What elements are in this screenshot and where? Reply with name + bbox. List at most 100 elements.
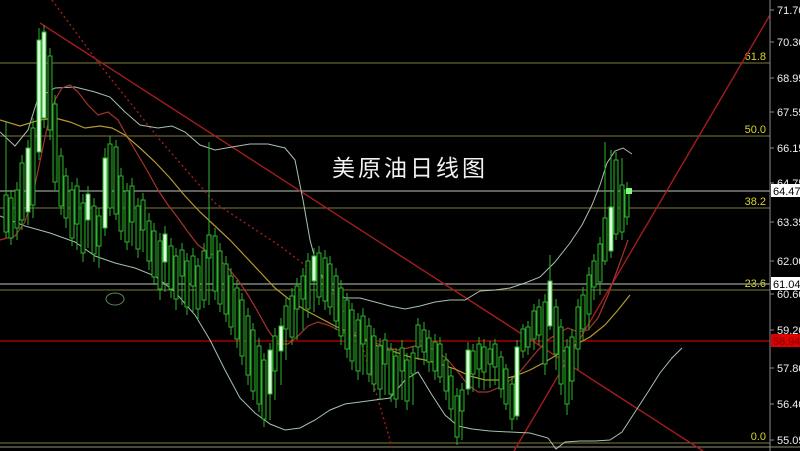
candle-body: [602, 217, 608, 262]
candle-body: [14, 189, 20, 229]
candle-body: [212, 235, 218, 292]
candle-body: [228, 275, 234, 328]
candle-body: [250, 329, 256, 392]
candle-body: [388, 349, 394, 395]
axis-tick-label: 68.95: [777, 73, 800, 85]
candle-body: [272, 335, 278, 372]
candle-body: [300, 275, 306, 300]
candle-body: [85, 193, 91, 221]
candle-body: [239, 299, 245, 357]
candle-body: [525, 326, 531, 348]
candle-body: [624, 189, 630, 218]
price-tag-white: [771, 277, 800, 290]
slow-ma-line: [0, 117, 631, 381]
candle-body: [63, 175, 69, 219]
candle-body: [492, 343, 498, 368]
candle-body: [30, 127, 36, 206]
fib-label: 38.2: [745, 196, 766, 208]
candle-body: [3, 194, 9, 233]
candle-body: [443, 359, 449, 392]
candle-body: [432, 341, 438, 372]
candle-body: [437, 343, 443, 378]
axis-tick-label: 70.30: [777, 37, 800, 49]
candle-body: [47, 55, 53, 131]
candle-body: [129, 185, 135, 223]
candle-body: [41, 31, 47, 119]
candle-body: [80, 202, 86, 254]
candle-body: [190, 255, 196, 287]
candle-body: [217, 250, 223, 305]
candle-body: [179, 249, 185, 277]
fib-label: 50.0: [745, 124, 766, 136]
candle-body: [25, 147, 31, 213]
candle-body: [531, 310, 537, 340]
candle-body: [360, 315, 366, 345]
price-tag-white: [771, 184, 800, 197]
candle-body: [96, 215, 102, 247]
candles-layer: [3, 25, 632, 445]
candle-body: [234, 287, 240, 340]
candle-body: [575, 306, 581, 350]
axis-tick-label: 67.55: [777, 107, 800, 119]
price-tag-label: 58.94: [773, 336, 800, 348]
candle-body: [267, 349, 273, 395]
candle-body: [311, 255, 317, 282]
candle-body: [619, 184, 625, 233]
axis-tick-label: 57.80: [777, 363, 800, 375]
candle-body: [151, 230, 157, 278]
candle-body: [140, 199, 146, 231]
candle-body: [245, 315, 251, 376]
candle-body: [338, 287, 344, 337]
candle-body: [305, 260, 311, 310]
candle-body: [542, 301, 548, 365]
candle-body: [223, 263, 229, 315]
candle-body: [536, 306, 542, 336]
candle-body: [393, 355, 399, 400]
candle-body: [91, 205, 97, 255]
candle-body: [261, 359, 267, 420]
candle-body: [256, 345, 262, 405]
candle-body: [503, 368, 509, 405]
candle-body: [498, 356, 504, 390]
candle-body: [608, 206, 614, 252]
fib-label: 0.0: [751, 431, 766, 443]
axis-tick-label: 63.35: [777, 217, 800, 229]
candle-body: [591, 260, 597, 288]
candle-body: [377, 345, 383, 390]
candle-body: [465, 349, 471, 390]
candle-body: [349, 309, 355, 362]
axis-tick-label: 62.00: [777, 256, 800, 268]
candle-body: [586, 274, 592, 315]
candle-body: [366, 325, 372, 375]
axis-tick-label: 60.60: [777, 289, 800, 301]
last-price-marker: [626, 188, 632, 194]
candle-body: [201, 250, 207, 301]
candle-body: [289, 295, 295, 338]
candle-body: [102, 157, 108, 229]
candle-body: [371, 335, 377, 385]
candle-body: [553, 306, 559, 355]
price-tag-label: 61.04: [773, 279, 800, 291]
candle-body: [113, 146, 119, 215]
candle-body: [514, 346, 520, 417]
candle-body: [195, 265, 201, 310]
candle-body: [448, 375, 454, 410]
candle-body: [415, 324, 421, 348]
price-tag-label: 64.47: [773, 186, 800, 198]
candle-body: [410, 352, 416, 375]
candle-body: [476, 343, 482, 370]
candle-body: [173, 255, 179, 300]
candle-body: [481, 346, 487, 373]
axis-tick-label: 66.15: [777, 143, 800, 155]
candle-body: [146, 220, 152, 262]
price-axis: 71.7070.3068.9567.5566.1564.7563.3562.00…: [769, 0, 800, 451]
bands-and-ma-layer: [0, 84, 683, 450]
candle-body: [52, 103, 58, 183]
candle-body: [19, 162, 25, 221]
candle-body: [69, 189, 75, 239]
candle-body: [487, 348, 493, 365]
candle-body: [316, 252, 322, 298]
descending-solid-trendline: [39, 22, 704, 451]
trendlines-layer: [39, 0, 771, 451]
